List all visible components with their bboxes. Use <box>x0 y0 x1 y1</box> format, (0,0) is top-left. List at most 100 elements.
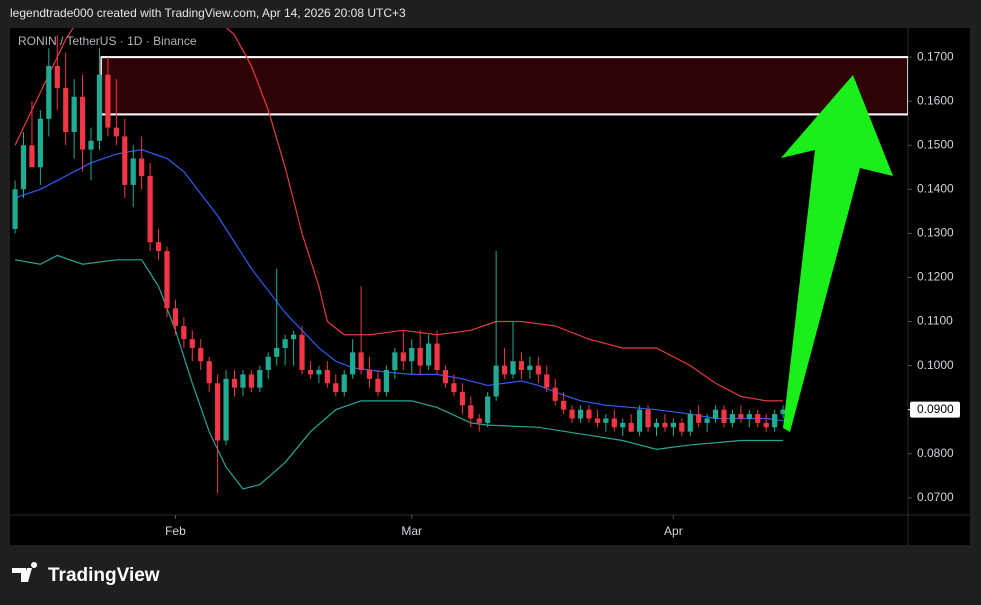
candle-body <box>594 418 601 423</box>
candle-body <box>628 422 634 432</box>
candle-body <box>763 422 769 428</box>
candle-body <box>54 65 60 88</box>
candle-body <box>113 127 119 137</box>
candle-body <box>231 378 238 388</box>
footer-brand: TradingView <box>48 565 160 586</box>
band-line <box>14 28 784 402</box>
candle-body <box>637 409 643 432</box>
candle-body <box>603 418 609 423</box>
last-price-label: 0.0900 <box>917 402 954 416</box>
arrow <box>781 75 893 432</box>
candle-body <box>569 409 575 419</box>
candle-body <box>670 422 676 428</box>
candle-body <box>375 378 381 393</box>
chart-title: RONIN / TetherUS · 1D · Binance <box>18 34 197 48</box>
candle-body <box>400 352 406 362</box>
candle-body <box>620 422 626 428</box>
candle-body <box>63 87 69 133</box>
y-tick-label: 0.1500 <box>917 137 954 151</box>
candle-body <box>552 387 558 401</box>
y-tick-label: 0.1100 <box>917 314 953 328</box>
candle-body <box>501 365 508 375</box>
y-tick-label: 0.0800 <box>917 446 954 460</box>
candle-body <box>772 414 778 428</box>
candle-body <box>333 383 339 393</box>
candle-body <box>206 361 212 384</box>
candle-body <box>434 343 440 371</box>
candle-body <box>451 383 457 393</box>
candle-body <box>729 414 736 423</box>
candle-body <box>577 409 584 419</box>
candle-body <box>139 158 145 177</box>
candle-body <box>198 347 204 362</box>
candle-body <box>189 339 195 348</box>
candle-body <box>223 378 229 441</box>
candle-body <box>442 370 449 384</box>
candle-body <box>518 361 525 371</box>
candle-body <box>687 414 693 432</box>
candle-body <box>544 374 550 388</box>
header: legendtrade000 created with TradingView.… <box>10 6 406 20</box>
y-tick-label: 0.1300 <box>917 226 954 240</box>
band-line <box>14 254 784 490</box>
y-tick-label: 0.1600 <box>917 93 954 107</box>
candle-body <box>527 365 533 371</box>
candle-body <box>341 374 347 393</box>
candle-body <box>712 409 719 419</box>
candle-body <box>172 308 179 326</box>
candle-body <box>704 418 710 423</box>
candle-body <box>240 374 246 388</box>
footer-logo: TradingView <box>12 562 160 586</box>
candle-body <box>561 400 567 410</box>
candle-body <box>358 352 364 371</box>
candle-body <box>164 251 170 309</box>
candle-body <box>29 145 35 168</box>
candle-body <box>755 414 761 423</box>
candle-body <box>738 414 744 419</box>
candle-body <box>493 365 499 397</box>
candle-body <box>274 347 280 357</box>
x-tick-label: Apr <box>664 524 683 538</box>
candle-body <box>130 158 136 185</box>
candle-body <box>290 334 297 340</box>
candle-body <box>721 409 727 423</box>
x-tick-label: Mar <box>401 524 422 538</box>
candle-body <box>586 409 592 419</box>
y-tick-label: 0.1700 <box>917 49 954 63</box>
candle-body <box>147 176 153 243</box>
candle-body <box>122 136 128 185</box>
candle-body <box>679 422 685 432</box>
y-tick-label: 0.1200 <box>917 270 954 284</box>
x-tick-label: Feb <box>165 524 186 538</box>
candle-body <box>307 370 314 375</box>
candle-body <box>257 370 263 388</box>
candle-body <box>392 352 398 371</box>
candle-body <box>299 334 305 371</box>
candle-body <box>780 409 786 415</box>
y-tick-label: 0.0700 <box>917 490 954 504</box>
candle-body <box>248 374 254 388</box>
candle-body <box>88 140 94 150</box>
candle-body <box>155 242 162 252</box>
candle-body <box>645 409 651 428</box>
y-tick-label: 0.1000 <box>917 358 954 372</box>
candle-body <box>105 74 111 128</box>
candle-body <box>746 414 752 419</box>
candle-body <box>417 347 423 366</box>
candle-body <box>662 422 668 428</box>
candle-body <box>37 118 43 168</box>
candle-body <box>383 370 390 393</box>
candle-body <box>282 339 288 348</box>
candle-body <box>350 352 356 375</box>
candle-body <box>96 74 103 141</box>
resistance-zone <box>100 56 908 116</box>
candle-body <box>696 414 702 423</box>
candle-body <box>535 365 541 375</box>
candle-body <box>485 396 491 423</box>
last-price-badge <box>910 401 960 418</box>
candle-body <box>476 418 482 423</box>
candle-body <box>611 418 617 428</box>
candle-body <box>215 383 221 441</box>
